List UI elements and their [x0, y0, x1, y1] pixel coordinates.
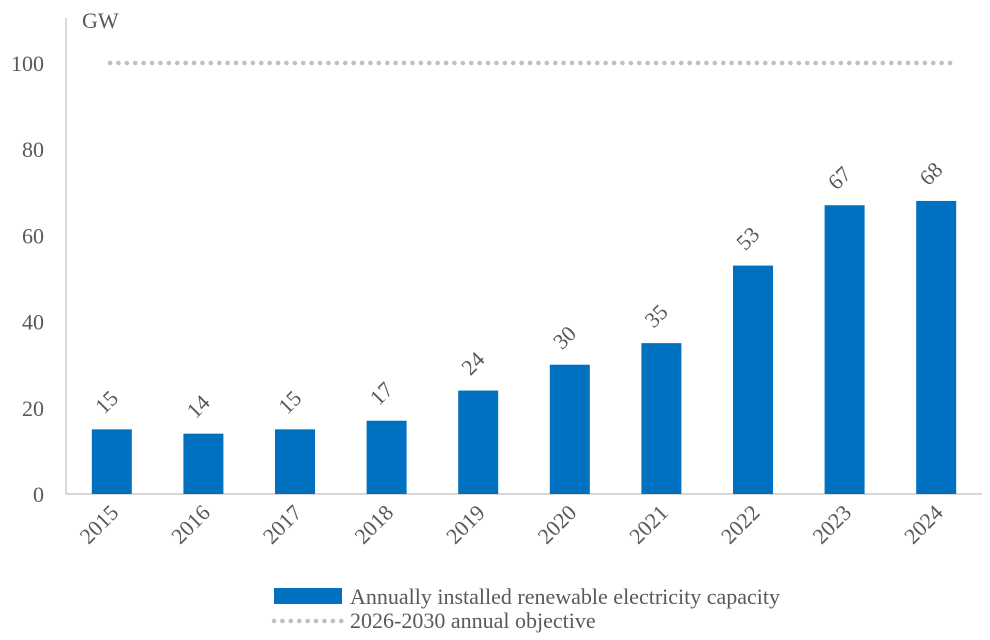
bar	[366, 420, 407, 494]
bar-data-label: 67	[823, 161, 856, 194]
x-tick-label: 2023	[807, 500, 856, 549]
bar	[458, 390, 499, 494]
bar-data-label: 17	[365, 377, 398, 410]
bar-series	[91, 200, 957, 495]
bar-data-label: 15	[273, 385, 306, 418]
x-tick-label: 2016	[166, 500, 215, 549]
legend-swatch-bar	[274, 588, 342, 604]
y-tick-label: 0	[33, 482, 44, 507]
x-tick-label: 2019	[441, 500, 490, 549]
x-tick-label: 2018	[349, 500, 398, 549]
x-tick-label: 2022	[716, 500, 765, 549]
bar-data-label: 53	[731, 222, 764, 255]
bar	[549, 364, 590, 494]
bar-data-label: 35	[639, 299, 672, 332]
bar	[916, 200, 957, 495]
bar-data-label: 24	[456, 347, 489, 380]
bar	[91, 429, 132, 494]
bar	[183, 433, 224, 494]
bar	[275, 429, 315, 494]
y-tick-label: 40	[22, 310, 44, 335]
bar-data-label: 14	[181, 390, 214, 423]
x-tick-label: 2017	[258, 500, 307, 549]
y-tick-label: 60	[22, 223, 44, 248]
bar	[733, 265, 773, 494]
y-tick-label: 80	[22, 137, 44, 162]
x-tick-label: 2020	[533, 500, 582, 549]
y-tick-label: 100	[11, 51, 44, 76]
x-tick-label: 2015	[75, 500, 124, 549]
y-axis-ticks: 0 20 40 60 80 100	[11, 51, 44, 507]
x-tick-label: 2024	[899, 500, 948, 549]
legend-label-objective: 2026-2030 annual objective	[350, 608, 596, 633]
bar-data-label: 30	[548, 321, 581, 354]
bar	[824, 205, 865, 495]
x-tick-label: 2021	[624, 500, 673, 549]
bar-data-label: 15	[90, 385, 123, 418]
legend: Annually installed renewable electricity…	[271, 584, 780, 633]
x-axis-ticks: 2015 2016 2017 2018 2019 2020 2021 2022 2023 2024	[75, 500, 948, 549]
data-labels: 15 14 15 17 24 30 35 53 67 68	[90, 157, 948, 423]
y-tick-label: 20	[22, 396, 44, 421]
bar-data-label: 68	[914, 157, 947, 190]
legend-label-bar: Annually installed renewable electricity…	[350, 584, 780, 609]
y-axis-unit-label: GW	[82, 8, 119, 33]
bar	[641, 343, 682, 494]
